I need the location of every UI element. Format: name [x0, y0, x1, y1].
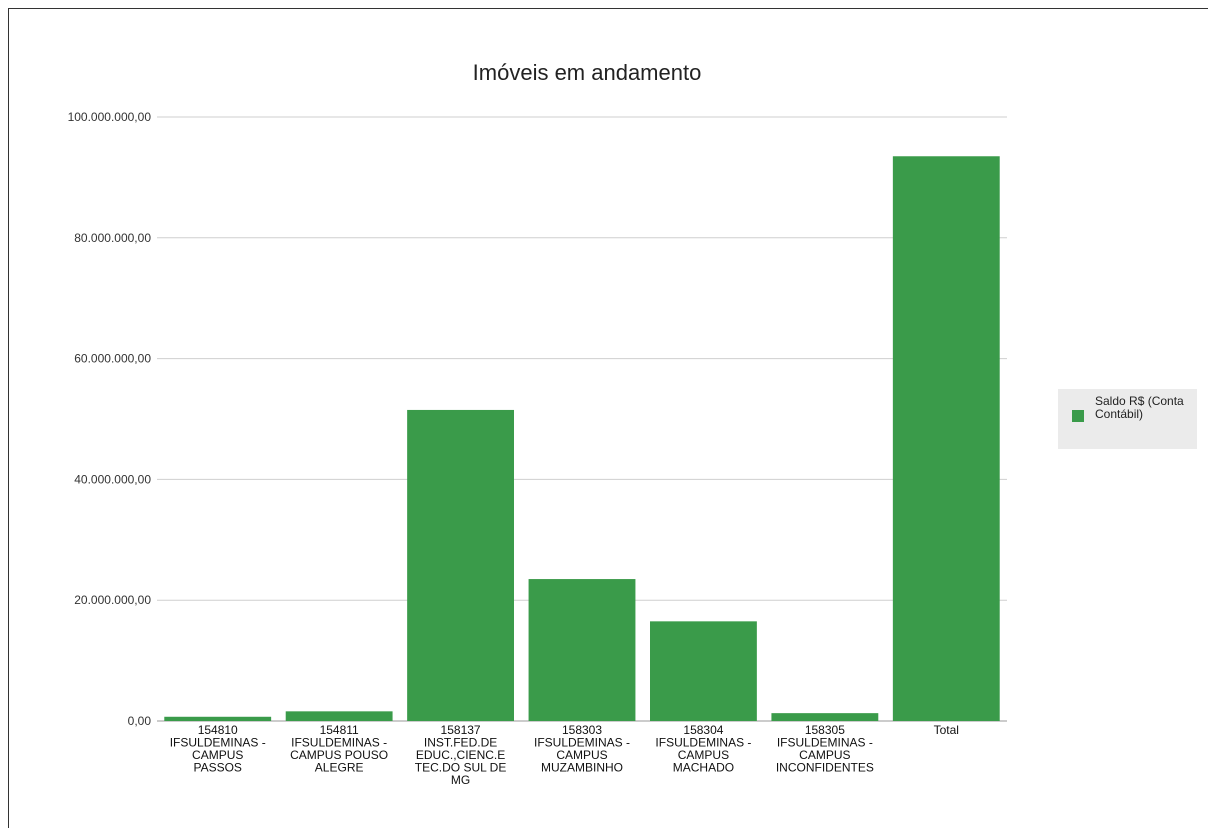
x-tick-label: 158304 IFSULDEMINAS -CAMPUS MACHADO — [655, 723, 751, 775]
chart-title: Imóveis em andamento — [473, 60, 702, 85]
bar — [285, 711, 393, 721]
y-tick-label: 0,00 — [128, 714, 152, 728]
bar — [650, 621, 757, 721]
bar — [164, 716, 272, 721]
x-tick-label: Total — [934, 723, 959, 737]
bar — [407, 409, 514, 721]
bar — [528, 579, 636, 721]
bars — [164, 156, 1000, 721]
y-tick-label: 80.000.000,00 — [74, 231, 151, 245]
y-tick-label: 40.000.000,00 — [74, 472, 151, 486]
x-tick-label: 154810 IFSULDEMINAS -CAMPUS PASSOS — [170, 723, 266, 775]
legend-swatch — [1072, 410, 1084, 422]
y-tick-label: 20.000.000,00 — [74, 593, 151, 607]
legend: Saldo R$ (Conta Contábil) — [1058, 389, 1197, 449]
x-tick-label: 158303 IFSULDEMINAS -CAMPUS MUZAMBINHO — [534, 723, 630, 775]
y-tick-label: 60.000.000,00 — [74, 352, 151, 366]
y-tick-label: 100.000.000,00 — [68, 110, 152, 124]
x-axis: 154810 IFSULDEMINAS -CAMPUS PASSOS 154811 IF… — [170, 723, 959, 787]
bar — [892, 156, 1000, 721]
bar — [771, 713, 879, 721]
chart-frame — [8, 8, 1208, 828]
x-tick-label: 158305 IFSULDEMINAS -CAMPUS INCONFIDENTES — [776, 723, 874, 775]
x-tick-label: 154811 IFSULDEMINAS -CAMPUS POUSO ALEGRE — [290, 723, 388, 775]
x-tick-label: 158137 INST.FED.DE EDUC.,CIENC.E TEC.DO SUL… — [415, 723, 507, 787]
y-axis: 0,00 20.000.000,00 40.000.000,00 60.000.000… — [68, 110, 152, 728]
legend-label: Saldo R$ (Conta Contábil) — [1095, 394, 1184, 421]
